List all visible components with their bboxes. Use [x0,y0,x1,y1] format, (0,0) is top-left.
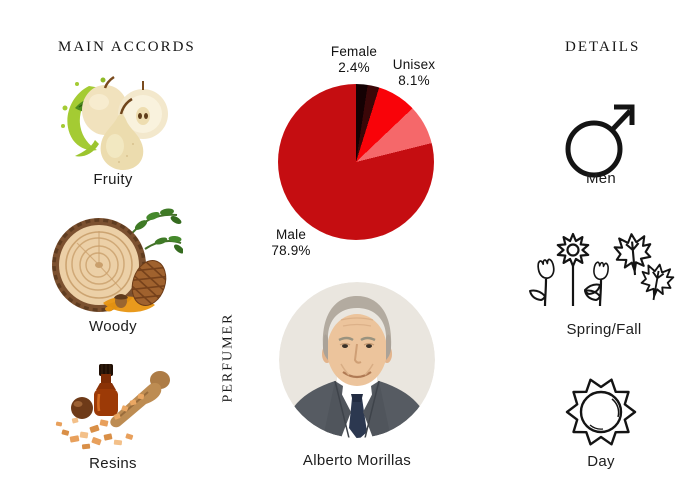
accord-label-fruity: Fruity [93,171,133,188]
main-accords-title: MAIN ACCORDS [58,39,196,55]
flowers-and-maple-leaves-icon [529,231,676,307]
detail-label-day: Day [587,453,615,470]
pie-callout-female-name: Female [330,44,378,59]
male-symbol-icon [565,104,635,178]
pears-illustration [61,75,168,170]
gender-pie-chart [278,84,434,240]
pie-callout-male: Male 78.9% [260,227,322,259]
pie-callout-unisex: Unisex 8.1% [383,57,445,89]
detail-label-men: Men [585,170,617,187]
perfumer-section-label: PERFUMER [220,312,236,403]
alberto-morillas-portrait[interactable] [279,282,435,438]
pie-callout-female: Female 2.4% [321,44,387,76]
pie-callout-male-name: Male [275,227,307,242]
pie-callout-female-value: 2.4% [338,60,370,75]
resin-scoop-illustration [55,364,170,450]
sun-icon [565,378,637,446]
pie-callout-unisex-value: 8.1% [398,73,430,88]
detail-label-spring-fall: Spring/Fall [566,321,642,338]
accord-label-woody: Woody [89,318,137,335]
pie-callout-male-value: 78.9% [271,243,311,258]
accord-label-resins: Resins [89,455,137,472]
perfumer-name[interactable]: Alberto Morillas [302,452,412,469]
pie-callout-unisex-name: Unisex [392,57,436,72]
details-title: DETAILS [565,39,641,55]
wood-log-illustration [52,208,183,313]
